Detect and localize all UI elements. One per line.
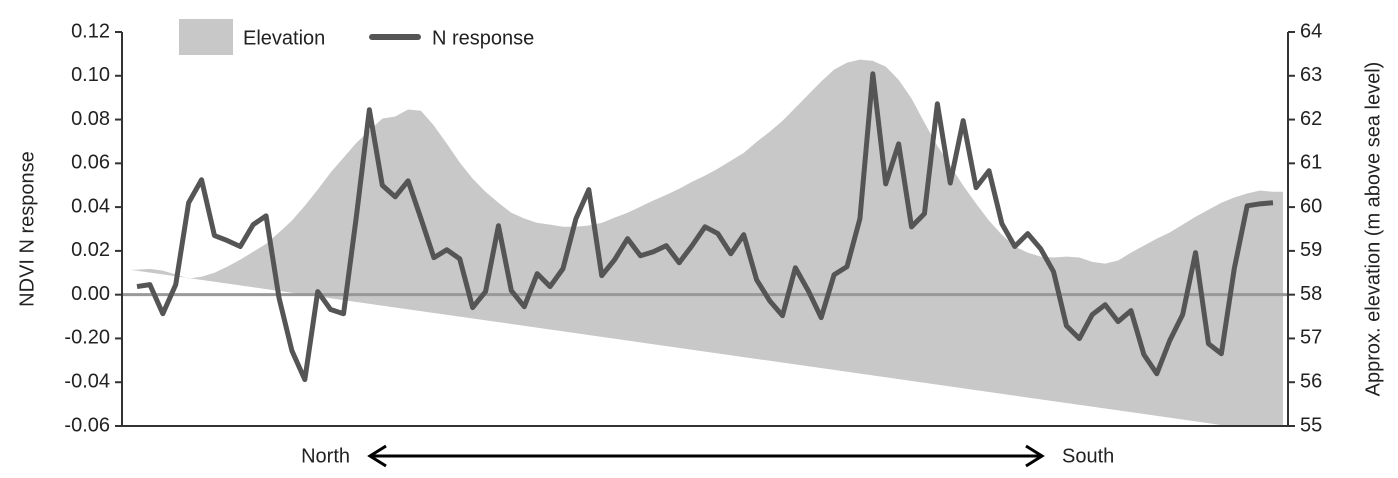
- elevation-area: [130, 59, 1283, 426]
- y2-tick-label: 57: [1300, 327, 1322, 349]
- y2-tick-label: 55: [1300, 414, 1322, 436]
- y-tick-label: 0.06: [71, 152, 110, 174]
- y-tick-label: 0.04: [71, 195, 110, 217]
- y2-tick-label: 62: [1300, 108, 1322, 130]
- y2-tick-label: 56: [1300, 371, 1322, 393]
- y-tick-label: 0.00: [71, 283, 110, 305]
- y-tick-label: 0.02: [71, 239, 110, 261]
- y2-tick-label: 58: [1300, 283, 1322, 305]
- annotation: North: [301, 445, 350, 467]
- y2-tick-label: 63: [1300, 64, 1322, 86]
- y-axis-label: NDVI N response: [16, 151, 38, 307]
- y-tick-label: 0.08: [71, 108, 110, 130]
- annotation: South: [1062, 445, 1114, 467]
- y2-tick-label: 64: [1300, 20, 1322, 42]
- y2-tick-label: 61: [1300, 152, 1322, 174]
- y-tick-label: -0.06: [64, 414, 110, 436]
- y-tick-label: 0.10: [71, 64, 110, 86]
- n-response-line: [136, 71, 1274, 383]
- legend-label: Elevation: [243, 27, 325, 49]
- y2-tick-label: 60: [1300, 195, 1322, 217]
- legend-label: N response: [432, 27, 534, 49]
- y2-tick-label: 59: [1300, 239, 1322, 261]
- y-tick-label: 0.12: [71, 20, 110, 42]
- y2-axis-label: Approx. elevation (m above sea level): [1362, 62, 1384, 397]
- direction-arrow: [367, 444, 1045, 468]
- legend-swatch: [179, 19, 233, 55]
- y-tick-label: -0.20: [64, 327, 110, 349]
- y-tick-label: -0.04: [64, 371, 110, 393]
